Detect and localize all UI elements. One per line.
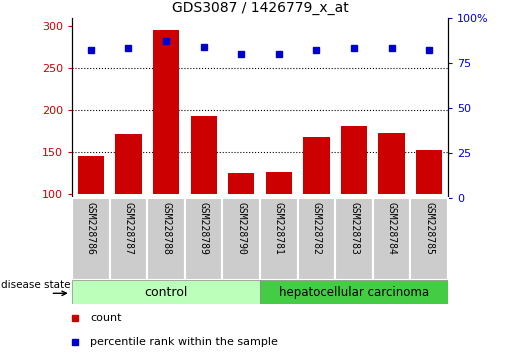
Bar [303, 137, 330, 194]
Bar [298, 198, 335, 280]
Title: GDS3087 / 1426779_x_at: GDS3087 / 1426779_x_at [171, 1, 349, 15]
Text: GSM228785: GSM228785 [424, 202, 434, 255]
Bar [191, 116, 217, 194]
Text: GSM228782: GSM228782 [312, 202, 321, 255]
Bar [228, 173, 254, 194]
Text: count: count [90, 313, 122, 323]
Text: hepatocellular carcinoma: hepatocellular carcinoma [279, 286, 429, 298]
Bar [72, 198, 110, 280]
Bar [379, 133, 405, 194]
Bar [115, 133, 142, 194]
Text: GSM228786: GSM228786 [86, 202, 96, 255]
Bar [222, 198, 260, 280]
Text: GSM228790: GSM228790 [236, 202, 246, 255]
Bar [335, 198, 373, 280]
Text: GSM228781: GSM228781 [274, 202, 284, 255]
Bar [266, 172, 292, 194]
Bar [78, 156, 104, 194]
Bar [260, 198, 298, 280]
Text: disease state: disease state [2, 280, 71, 290]
Bar [416, 150, 442, 194]
Text: GSM228788: GSM228788 [161, 202, 171, 255]
Text: GSM228789: GSM228789 [199, 202, 209, 255]
Text: control: control [144, 286, 188, 298]
Bar [72, 280, 260, 304]
Bar [341, 126, 367, 194]
Bar [185, 198, 222, 280]
Bar [260, 280, 448, 304]
Text: GSM228783: GSM228783 [349, 202, 359, 255]
Text: GSM228787: GSM228787 [124, 202, 133, 255]
Text: percentile rank within the sample: percentile rank within the sample [90, 337, 278, 347]
Bar [147, 198, 185, 280]
Bar [153, 30, 179, 194]
Bar [373, 198, 410, 280]
Text: GSM228784: GSM228784 [387, 202, 397, 255]
Bar [410, 198, 448, 280]
Bar [110, 198, 147, 280]
